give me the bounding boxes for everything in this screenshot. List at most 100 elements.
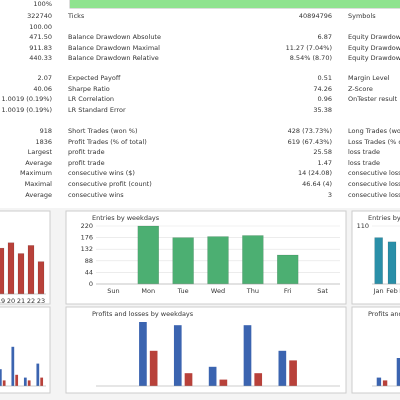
bar: [23, 377, 27, 386]
stat-cell: 35.38: [313, 105, 332, 114]
stat-cell: 3: [327, 190, 332, 199]
bar: [139, 322, 147, 386]
stat-cell: LR Correlation: [68, 95, 115, 104]
bar: [289, 360, 297, 386]
stat-cell: Average: [25, 190, 52, 199]
y-tick-label: 110: [357, 222, 369, 230]
stat-cell: loss trade: [348, 148, 380, 157]
bar: [36, 363, 40, 386]
bar: [387, 241, 397, 285]
stat-cell: 322740: [27, 12, 52, 20]
stat-cell: Balance Drawdown Absolute: [68, 33, 161, 42]
stat-cell: Equity Drawdown: [348, 54, 400, 63]
bar: [242, 235, 264, 285]
bar: [27, 380, 31, 386]
chart-title: Profits and losses by weekdays: [92, 310, 194, 318]
stat-cell: profit trade: [68, 158, 105, 167]
stat-cell: 1.0019 (0.19%): [1, 95, 52, 104]
bar: [149, 350, 158, 386]
stat-cell: Balance Drawdown Relative: [68, 54, 159, 63]
stat-cell: profit trade: [68, 148, 105, 157]
stat-cell: Expected Payoff: [68, 74, 121, 82]
stat-cell: 471.50: [29, 33, 52, 42]
bar: [15, 374, 19, 386]
bar: [208, 366, 217, 386]
bar: [396, 358, 400, 386]
stat-cell: OnTester result: [348, 95, 398, 104]
x-tick-label: Wed: [211, 287, 225, 295]
stat-cell: 0.51: [317, 74, 332, 82]
x-tick-label: Sat: [317, 287, 328, 295]
stat-cell: 0.96: [317, 95, 332, 104]
panel: [65, 306, 347, 394]
bar: [374, 237, 383, 285]
chart-title: Entries by m: [368, 214, 400, 222]
y-tick-label: 0: [89, 280, 93, 288]
stat-cell: Ticks: [68, 12, 85, 20]
stat-cell: Sharpe Ratio: [68, 84, 110, 93]
bar: [0, 369, 2, 386]
y-tick-label: 220: [81, 222, 93, 230]
stat-cell: 1.0019 (0.19%): [1, 105, 52, 114]
stat-cell: 40.06: [33, 84, 52, 93]
stat-cell: consecutive wins ($): [68, 169, 135, 178]
y-tick-label: 88: [85, 257, 93, 265]
bar: [37, 261, 45, 295]
stat-cell: Margin Level: [348, 74, 390, 82]
stat-cell: Maximal: [24, 180, 52, 188]
stat-cell: 40894796: [298, 12, 332, 20]
x-tick-label: 20: [7, 297, 15, 305]
stat-cell: Symbols: [348, 12, 376, 20]
stat-cell: Equity Drawdown: [348, 43, 400, 52]
stat-cell: 440.33: [29, 54, 52, 63]
stat-cell: Loss Trades (% of: [348, 137, 400, 146]
stat-cell: consecutive losse: [348, 169, 400, 178]
stat-cell: Equity Drawdown: [348, 33, 400, 42]
stat-cell: Z-Score: [348, 84, 373, 93]
bar: [27, 245, 35, 295]
stat-cell: Average: [25, 158, 52, 167]
stat-cell: Short Trades (won %): [68, 127, 138, 135]
stat-cell: 2.07: [37, 74, 52, 82]
bar: [11, 346, 15, 386]
stat-cell: 1.47: [317, 158, 332, 167]
stat-cell: Long Trades (won: [348, 127, 400, 135]
progress-label: 100%: [33, 0, 52, 8]
stat-cell: 25.58: [313, 148, 332, 157]
stat-cell: consecutive profit (count): [68, 180, 152, 188]
stat-cell: 911.83: [29, 43, 52, 52]
bar: [7, 242, 15, 295]
stat-cell: 46.64 (4): [302, 180, 332, 188]
bar: [207, 236, 229, 285]
bar: [382, 380, 388, 386]
x-tick-label: 23: [37, 297, 45, 305]
stat-cell: consecutive wins: [68, 190, 124, 199]
stat-cell: consecutive losse: [348, 190, 400, 199]
x-tick-label: Mon: [141, 287, 155, 295]
stat-cell: loss trade: [348, 158, 380, 167]
bar: [278, 350, 287, 386]
bar: [219, 379, 228, 386]
x-tick-label: 19: [0, 297, 5, 305]
x-tick-label: Sun: [107, 287, 119, 295]
progress-bar: [70, 0, 400, 8]
bar: [17, 253, 25, 295]
bar: [243, 325, 252, 386]
bar: [137, 225, 159, 285]
y-tick-label: 176: [81, 234, 93, 242]
stat-cell: 100.00: [29, 22, 52, 31]
stat-cell: Maximum: [19, 169, 52, 178]
stat-cell: LR Standard Error: [68, 105, 126, 114]
y-tick-label: 44: [85, 268, 93, 276]
x-tick-label: Tue: [177, 287, 189, 295]
bar: [172, 237, 194, 285]
bar: [277, 254, 299, 285]
x-tick-label: Feb: [386, 287, 398, 295]
bar: [2, 380, 6, 386]
chart-title: Profits and loss: [368, 310, 400, 318]
stat-cell: 14 (24.08): [297, 169, 332, 178]
stat-cell: 428 (73.73%): [287, 127, 332, 135]
